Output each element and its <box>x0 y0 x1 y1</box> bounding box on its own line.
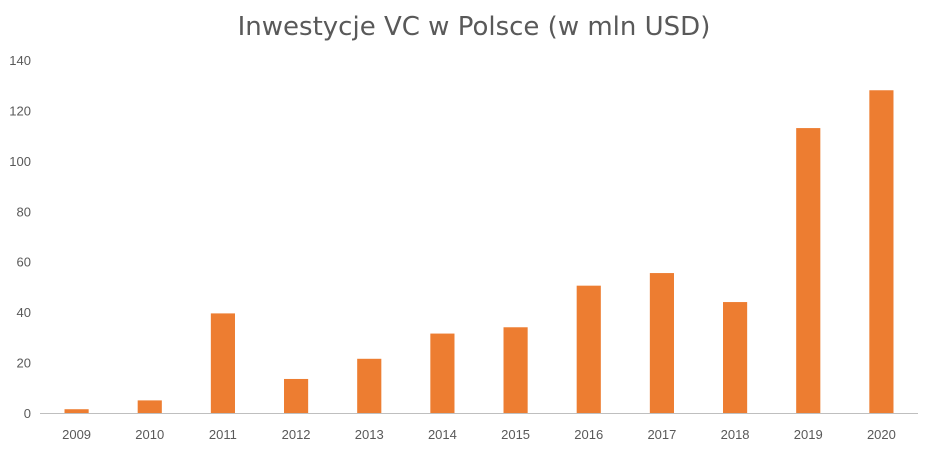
x-tick-label: 2009 <box>62 427 91 442</box>
x-tick-label: 2010 <box>135 427 164 442</box>
bar <box>576 285 601 413</box>
chart-title: Inwestycje VC w Polsce (w mln USD) <box>237 12 711 42</box>
y-tick-label: 120 <box>9 103 31 118</box>
bar <box>723 302 748 413</box>
y-tick-label: 100 <box>9 154 31 169</box>
bar <box>64 409 89 413</box>
x-tick-label: 2016 <box>574 427 603 442</box>
y-tick-label: 80 <box>17 204 31 219</box>
bar <box>210 313 235 413</box>
y-tick-label: 60 <box>17 255 31 270</box>
bar <box>284 378 309 413</box>
x-tick-label: 2018 <box>721 427 750 442</box>
bar <box>869 90 894 413</box>
x-tick-label: 2015 <box>501 427 530 442</box>
x-tick-label: 2012 <box>282 427 311 442</box>
y-tick-label: 40 <box>17 305 31 320</box>
bar <box>357 358 382 413</box>
y-tick-label: 140 <box>9 53 31 68</box>
x-tick-label: 2013 <box>355 427 384 442</box>
x-tick-label: 2019 <box>794 427 823 442</box>
y-tick-label: 20 <box>17 356 31 371</box>
x-tick-label: 2020 <box>867 427 896 442</box>
bar <box>649 273 674 413</box>
y-tick-label: 0 <box>24 406 31 421</box>
x-tick-label: 2017 <box>647 427 676 442</box>
x-tick-label: 2014 <box>428 427 457 442</box>
bars <box>64 90 894 413</box>
bar <box>796 128 821 413</box>
bar <box>137 400 162 413</box>
x-tick-label: 2011 <box>209 427 237 442</box>
y-axis-ticks: 0 20 40 60 80 100 120 140 <box>9 53 31 421</box>
x-axis-ticks: 2009 2010 2011 2012 2013 2014 2015 2016 2017 2018… <box>62 427 896 442</box>
bar <box>430 333 455 413</box>
bar <box>503 327 528 413</box>
